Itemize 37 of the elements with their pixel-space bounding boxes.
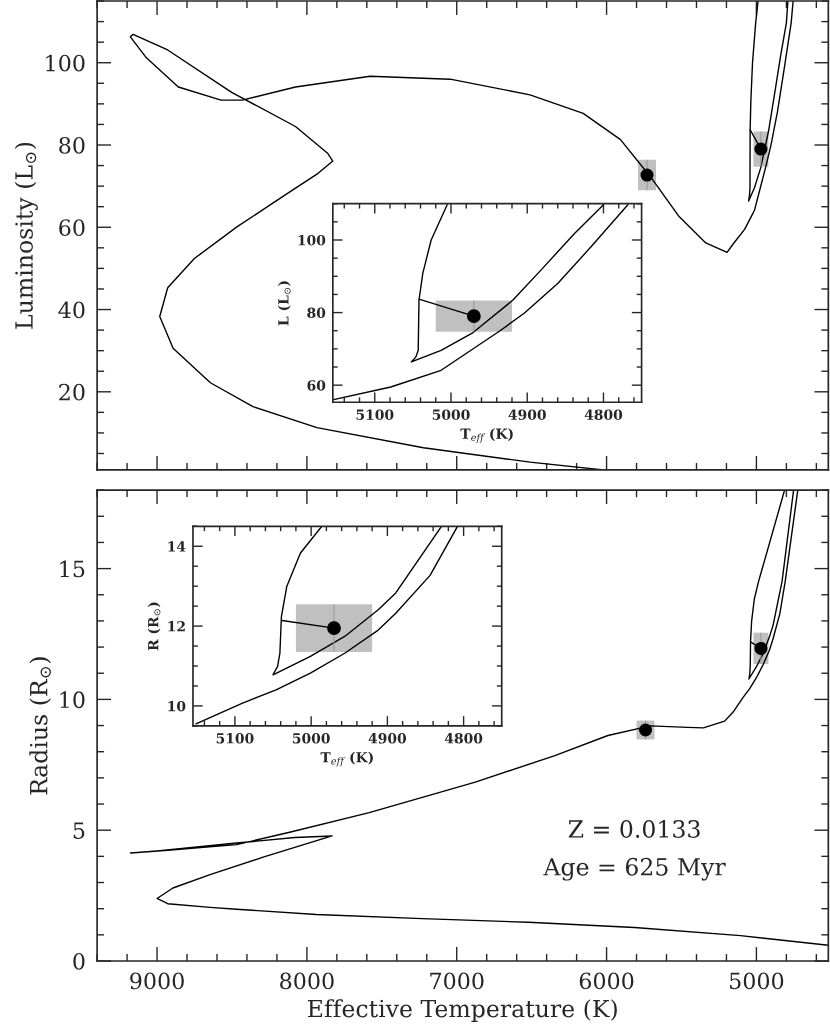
annotation: Z = 0.0133 [568, 820, 700, 838]
x-axis-title: T$_{eff}$ (K) [320, 751, 373, 767]
x-axis-title: T$_{eff}$ (K) [460, 428, 513, 443]
y-tick-label: 5 [73, 822, 85, 839]
x-tick-label: 8000 [280, 972, 334, 990]
x-tick-label: 7000 [430, 972, 484, 990]
y-tick-label: 80 [59, 136, 85, 154]
x-tick-label: 4900 [368, 733, 407, 744]
y-tick-label: 60 [307, 380, 326, 391]
x-tick-label: 5000 [292, 733, 330, 744]
x-tick-label: 4800 [444, 733, 483, 744]
x-axis-title: Effective Temperature (K) [308, 999, 617, 1023]
y-tick-label: 20 [59, 383, 85, 401]
x-tick-label: 5100 [356, 409, 394, 420]
y-axis-title: R (R$_{⊙}$) [147, 602, 161, 651]
y-tick-label: 14 [168, 541, 186, 552]
y-tick-label: 15 [60, 560, 85, 578]
y-tick-label: 12 [168, 621, 185, 632]
y-tick-label: 100 [46, 54, 85, 72]
x-tick-label: 4900 [508, 409, 546, 420]
y-tick-label: 100 [298, 234, 326, 246]
annotation: Age = 625 Myr [543, 857, 726, 881]
x-tick-label: 9000 [130, 972, 184, 990]
y-axis-title: L (L$_{⊙}$) [277, 281, 291, 326]
x-tick-label: 5100 [216, 733, 254, 744]
y-tick-label: 60 [59, 219, 85, 237]
x-tick-label: 5000 [730, 972, 784, 990]
y-tick-label: 0 [73, 952, 85, 970]
y-tick-label: 10 [60, 691, 85, 709]
y-tick-label: 80 [307, 307, 326, 319]
x-tick-label: 4800 [584, 409, 623, 420]
y-axis-title: Luminosity (L$_{⊙}$) [14, 142, 38, 329]
y-tick-label: 10 [168, 700, 186, 712]
x-tick-label: 5000 [432, 409, 470, 420]
y-axis-title: Radius (R$_{⊙}$) [29, 657, 51, 795]
x-tick-label: 6000 [579, 972, 634, 990]
y-tick-label: 40 [58, 301, 85, 319]
